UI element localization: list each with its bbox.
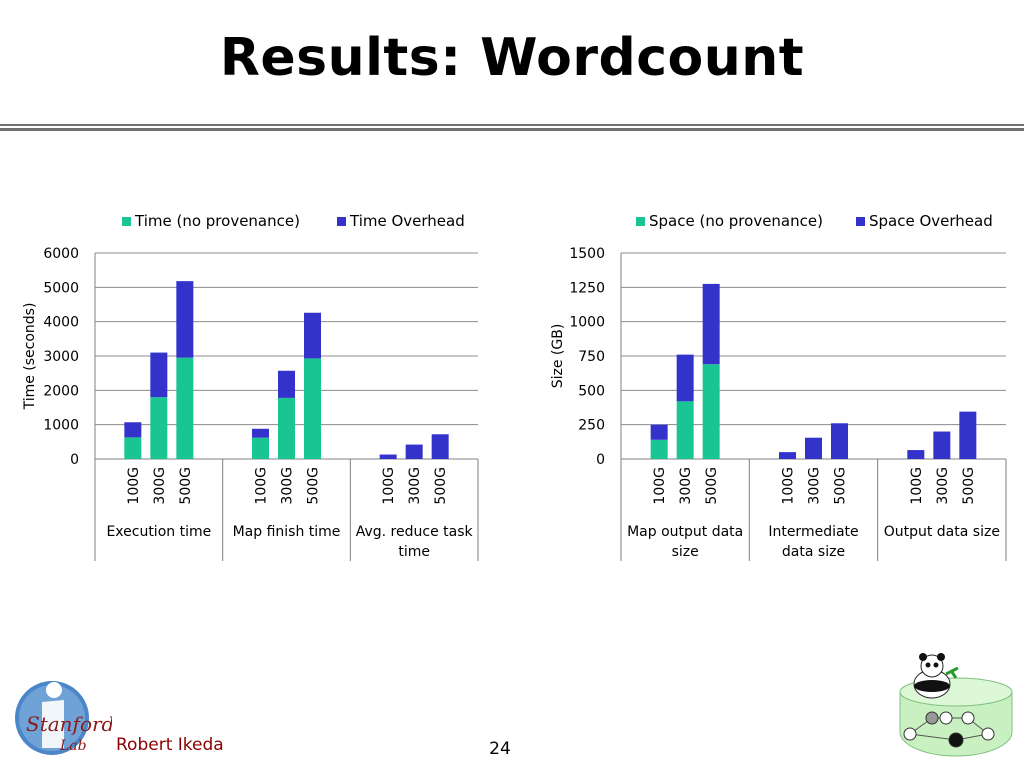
legend-swatch-time-no-provenance (122, 217, 131, 226)
bar-space-overhead-output-data-size-100g (907, 450, 925, 459)
time-chart: Time (no provenance) Time Overhead Time (s… (22, 212, 479, 561)
group-label-map-output-data-size: Map output data (627, 524, 743, 540)
legend-swatch-space-no-provenance (636, 217, 645, 226)
y-tick-label: 1500 (569, 246, 605, 262)
bar-time-overhead-map-finish-time-500g (304, 312, 321, 359)
group-label-intermediate-data-size: data size (782, 544, 845, 560)
bar-space-overhead-map-output-data-size-300g (676, 354, 694, 402)
category-label-100g: 100G (652, 467, 668, 505)
bar-time-overhead-avg-reduce-task-time-100g (379, 454, 397, 459)
bar-space-overhead-map-output-data-size-100g (650, 424, 668, 440)
bar-time-no-provenance-execution-time-300g (150, 397, 168, 459)
stanford-lab-logo: Stanford Lab (12, 678, 114, 764)
bar-space-no-provenance-map-output-data-size-100g (650, 439, 668, 459)
y-tick-label: 2000 (43, 383, 79, 399)
page-number: 24 (489, 739, 511, 759)
category-label-300g: 300G (152, 467, 168, 505)
bar-time-no-provenance-map-finish-time-100g (252, 437, 269, 459)
title-rule-thick (0, 128, 1024, 131)
group-label-map-finish-time: Map finish time (233, 524, 341, 540)
y-tick-label: 0 (596, 452, 605, 468)
y-tick-label: 500 (578, 383, 605, 399)
category-label-300g: 300G (807, 467, 823, 505)
bar-time-overhead-avg-reduce-task-time-300g (405, 444, 423, 459)
bar-space-overhead-output-data-size-300g (933, 431, 951, 459)
y-tick-label: 1250 (569, 280, 605, 296)
legend-label-space-no-provenance: Space (no provenance) (649, 212, 823, 230)
category-label-300g: 300G (280, 467, 296, 505)
y-tick-label: 250 (578, 418, 605, 434)
svg-text:Lab: Lab (59, 738, 87, 754)
y-tick-label: 750 (578, 349, 605, 365)
bar-time-overhead-execution-time-300g (150, 352, 168, 398)
category-label-300g: 300G (678, 467, 694, 505)
slide-title: Results: Wordcount (219, 28, 805, 88)
bar-time-no-provenance-map-finish-time-500g (304, 358, 321, 459)
bar-space-overhead-output-data-size-500g (959, 411, 977, 459)
bar-space-no-provenance-map-output-data-size-500g (702, 364, 720, 459)
legend-label-space-overhead: Space Overhead (869, 212, 993, 230)
category-label-100g: 100G (909, 467, 925, 505)
group-label-execution-time: Execution time (106, 524, 211, 540)
category-label-300g: 300G (935, 467, 951, 505)
legend-swatch-space-overhead (856, 217, 865, 226)
category-label-300g: 300G (407, 467, 423, 505)
bar-time-no-provenance-execution-time-100g (124, 437, 142, 459)
y-tick-label: 1000 (43, 418, 79, 434)
category-label-500g: 500G (178, 467, 194, 505)
bar-time-overhead-map-finish-time-300g (278, 370, 295, 398)
group-label-avg-reduce-task-time: Avg. reduce task (356, 524, 474, 540)
bar-space-overhead-map-output-data-size-500g (702, 283, 720, 365)
author-name: Robert Ikeda (116, 735, 224, 755)
bar-time-overhead-execution-time-100g (124, 422, 142, 438)
category-label-100g: 100G (254, 467, 270, 505)
category-label-100g: 100G (381, 467, 397, 505)
category-label-500g: 500G (433, 467, 449, 505)
y-tick-label: 3000 (43, 349, 79, 365)
y-tick-label: 0 (70, 452, 79, 468)
legend-label-time-overhead: Time Overhead (349, 212, 465, 230)
y-axis-title: Size (GB) (550, 324, 566, 389)
legend-swatch-time-overhead (337, 217, 346, 226)
y-tick-label: 5000 (43, 280, 79, 296)
category-label-100g: 100G (781, 467, 797, 505)
bar-time-no-provenance-map-finish-time-300g (278, 397, 295, 459)
category-label-100g: 100G (126, 467, 142, 505)
group-label-avg-reduce-task-time: time (398, 544, 430, 560)
category-label-500g: 500G (306, 467, 322, 505)
svg-text:Stanford: Stanford (26, 712, 112, 736)
bar-time-overhead-map-finish-time-100g (252, 428, 269, 438)
title-rule-thin (0, 124, 1024, 126)
category-label-500g: 500G (704, 467, 720, 505)
category-label-500g: 500G (961, 467, 977, 505)
category-label-500g: 500G (833, 467, 849, 505)
y-tick-label: 4000 (43, 315, 79, 331)
y-axis-title: Time (seconds) (22, 303, 38, 411)
group-label-map-output-data-size: size (672, 544, 699, 560)
legend-label-time-no-provenance: Time (no provenance) (134, 212, 300, 230)
bar-space-overhead-intermediate-data-size-300g (805, 437, 822, 459)
group-label-output-data-size: Output data size (884, 524, 1000, 540)
panda-project-logo (896, 648, 1020, 764)
bar-space-overhead-intermediate-data-size-100g (779, 452, 796, 459)
y-tick-label: 6000 (43, 246, 79, 262)
y-tick-label: 1000 (569, 315, 605, 331)
bar-time-overhead-avg-reduce-task-time-500g (431, 434, 449, 459)
bar-space-no-provenance-map-output-data-size-300g (676, 401, 694, 459)
space-chart: Space (no provenance) Space Overhead Size … (550, 212, 1007, 561)
bar-space-overhead-intermediate-data-size-500g (831, 423, 848, 459)
bar-time-overhead-execution-time-500g (176, 281, 194, 358)
group-label-intermediate-data-size: Intermediate (768, 524, 858, 540)
bar-time-no-provenance-execution-time-500g (176, 357, 194, 459)
